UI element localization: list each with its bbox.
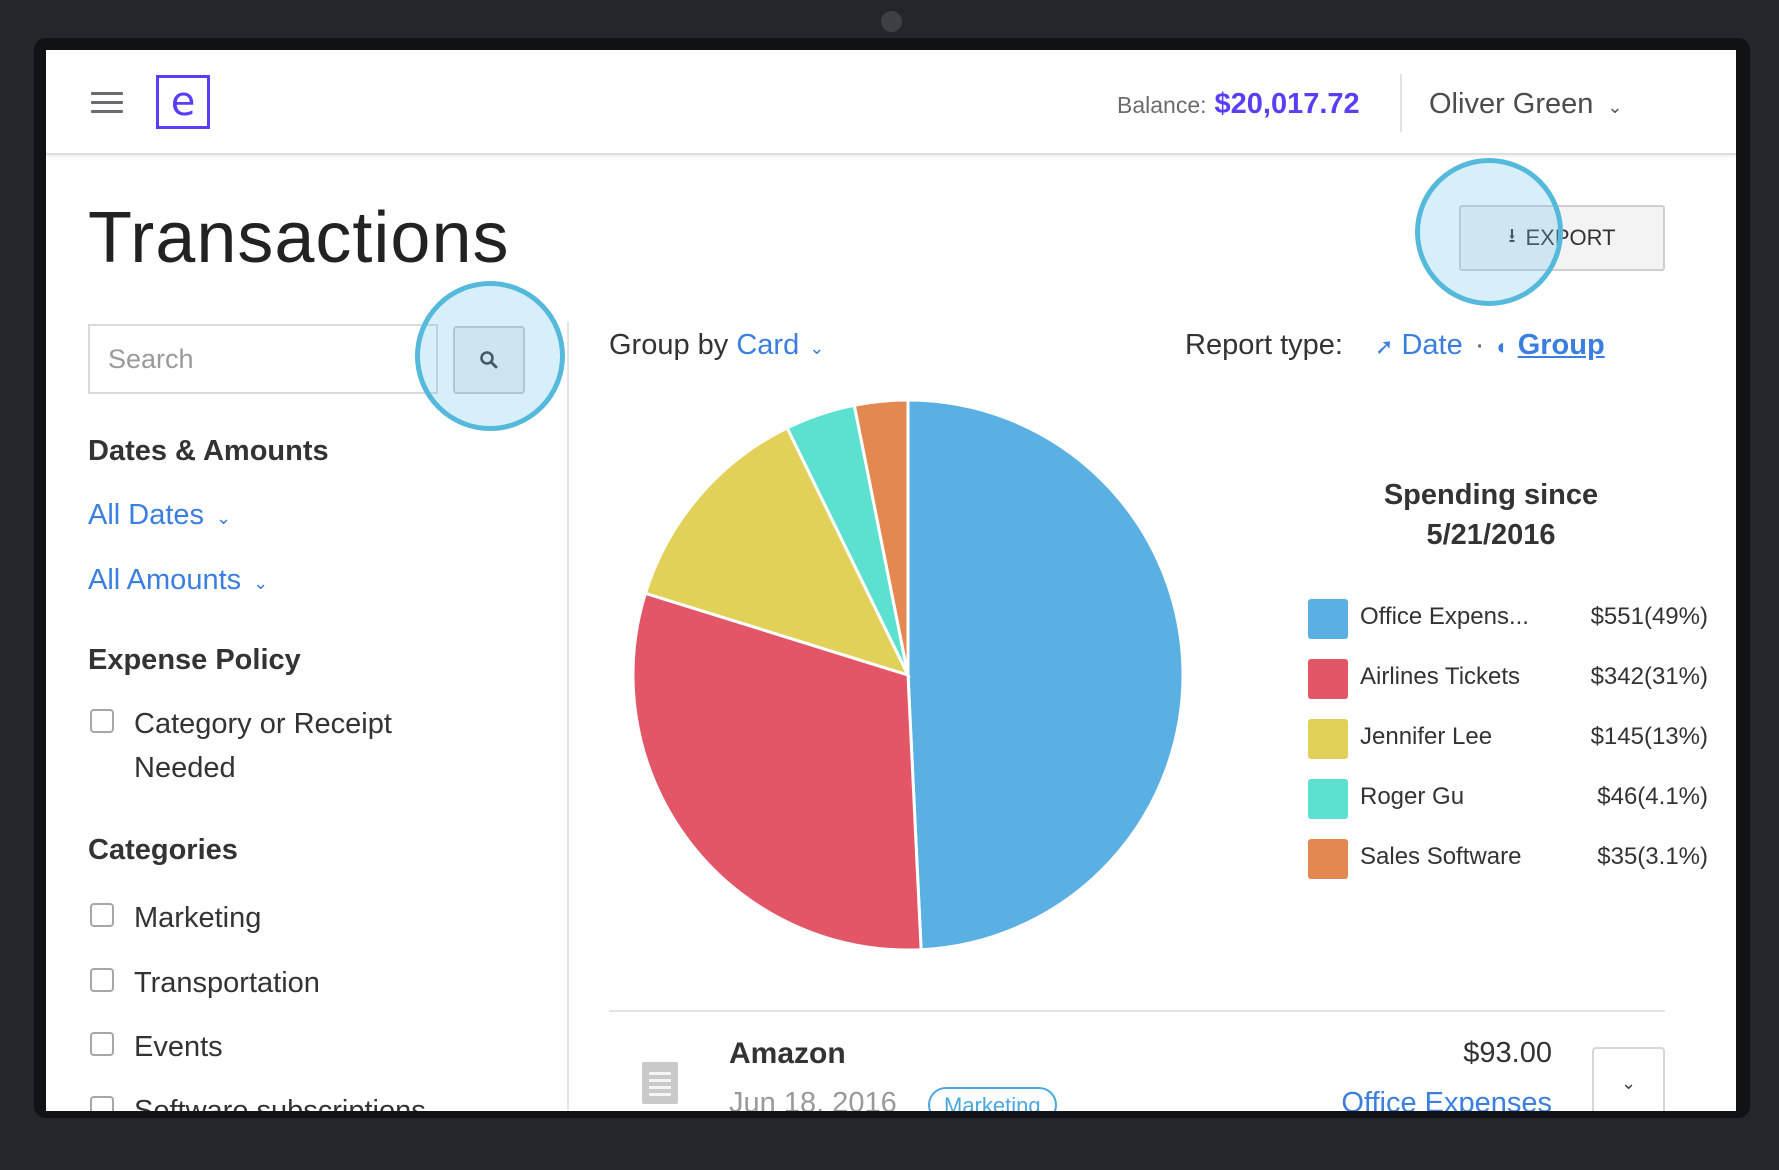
category-checkbox-marketing[interactable]: Marketing [90, 896, 261, 940]
all-dates-dropdown[interactable]: All Dates ⌄ [88, 499, 231, 532]
chevron-down-icon: ⌄ [1607, 97, 1623, 117]
header-divider [1400, 74, 1402, 132]
legend-item[interactable]: Roger Gu $46(4.1%) [1308, 777, 1708, 837]
user-menu[interactable]: Oliver Green ⌄ [1429, 88, 1622, 121]
expense-policy-heading: Expense Policy [88, 644, 301, 676]
chevron-down-icon: ⌄ [1620, 1073, 1637, 1093]
transaction-amount: $93.00 [1463, 1037, 1552, 1069]
legend-label: Sales Software [1360, 843, 1522, 870]
webcam [881, 11, 902, 32]
app-screen: e Balance: $20,017.72 Oliver Green ⌄ Trans… [46, 50, 1736, 1111]
category-checkbox-events[interactable]: Events [90, 1025, 223, 1069]
list-divider [609, 1010, 1665, 1012]
legend-item[interactable]: Airlines Tickets $342(31%) [1308, 657, 1708, 717]
group-by-control: Group by Card ⌄ [609, 329, 824, 362]
pie-slice[interactable] [643, 425, 911, 678]
legend-value: $551(49%) [1590, 603, 1708, 630]
category-label: Marketing [134, 902, 262, 934]
legend-label: Jennifer Lee [1360, 723, 1493, 750]
legend-item[interactable]: Office Expens... $551(49%) [1308, 597, 1708, 657]
chevron-down-icon: ⌄ [253, 573, 269, 593]
legend-label: Airlines Tickets [1360, 663, 1521, 690]
search-icon [480, 351, 498, 369]
category-label: Software subscriptions [134, 1095, 426, 1111]
legend-item[interactable]: Jennifer Lee $145(13%) [1308, 717, 1708, 777]
categories-heading: Categories [88, 834, 238, 866]
checkbox[interactable] [90, 968, 114, 992]
transaction-tag[interactable]: Marketing [928, 1087, 1057, 1111]
category-checkbox-software[interactable]: Software subscriptions [90, 1089, 426, 1111]
export-button[interactable]: ⭳ EXPORT [1459, 205, 1665, 271]
app-logo[interactable]: e [156, 75, 210, 129]
legend-value: $35(3.1%) [1597, 843, 1708, 870]
chevron-down-icon: ⌄ [216, 508, 232, 528]
legend-title: Spending since 5/21/2016 [1383, 479, 1599, 551]
all-amounts-label: All Amounts [88, 564, 242, 596]
top-bar: e Balance: $20,017.72 Oliver Green ⌄ [46, 50, 1736, 155]
category-checkbox-transportation[interactable]: Transportation [90, 961, 320, 1005]
legend-label: Roger Gu [1360, 783, 1465, 810]
report-type-date[interactable]: ➚ Date [1375, 329, 1463, 361]
checkbox[interactable] [90, 1032, 114, 1056]
search-input[interactable] [88, 324, 438, 394]
all-dates-label: All Dates [88, 499, 205, 531]
balance: Balance: $20,017.72 [1117, 88, 1360, 121]
report-type-control: Report type: ➚ Date · ◐ Group [1185, 329, 1605, 362]
menu-icon[interactable] [91, 92, 123, 116]
checkbox[interactable] [90, 709, 114, 733]
legend-swatch [1308, 599, 1348, 639]
page-title: Transactions [88, 198, 510, 278]
policy-checkbox-row[interactable]: Category or Receipt Needed [90, 702, 394, 790]
separator-dot: · [1474, 329, 1485, 361]
legend-label: Office Expens... [1360, 603, 1529, 630]
chart-legend: Office Expens... $551(49%) Airlines Ticket… [1308, 597, 1708, 897]
receipt-icon [642, 1062, 678, 1104]
checkbox[interactable] [90, 1096, 114, 1111]
trend-line-icon: ➚ [1375, 334, 1394, 359]
category-label: Transportation [134, 967, 320, 999]
legend-value: $46(4.1%) [1597, 783, 1708, 810]
pie-slice[interactable] [852, 398, 910, 676]
user-name: Oliver Green [1429, 88, 1594, 120]
export-label: EXPORT [1525, 225, 1616, 250]
pie-slice[interactable] [631, 591, 923, 952]
legend-swatch [1308, 659, 1348, 699]
expand-transaction-button[interactable]: ⌄ [1592, 1047, 1665, 1111]
legend-value: $342(31%) [1590, 663, 1708, 690]
spending-pie-chart [631, 398, 1185, 952]
sidebar-divider [567, 322, 569, 1111]
transaction-date: Jun 18, 2016 [729, 1087, 897, 1111]
date-option-label: Date [1401, 329, 1463, 361]
group-by-label: Group by [609, 329, 729, 361]
checkbox[interactable] [90, 903, 114, 927]
pie-chart-icon: ◐ [1496, 334, 1510, 359]
report-type-group[interactable]: Group [1517, 329, 1605, 361]
balance-label: Balance: [1117, 92, 1207, 118]
pie-slice[interactable] [906, 398, 1185, 952]
report-type-label: Report type: [1185, 329, 1343, 361]
chevron-down-icon: ⌄ [809, 338, 825, 358]
legend-swatch [1308, 779, 1348, 819]
legend-item[interactable]: Sales Software $35(3.1%) [1308, 837, 1708, 897]
transaction-merchant: Amazon [729, 1037, 846, 1070]
category-label: Events [134, 1031, 223, 1063]
download-icon: ⭳ [1508, 225, 1516, 247]
legend-value: $145(13%) [1590, 723, 1708, 750]
legend-swatch [1308, 719, 1348, 759]
dates-amounts-heading: Dates & Amounts [88, 435, 329, 467]
search-button[interactable] [453, 326, 525, 394]
group-by-dropdown[interactable]: Card [736, 329, 800, 361]
legend-swatch [1308, 839, 1348, 879]
all-amounts-dropdown[interactable]: All Amounts ⌄ [88, 564, 268, 597]
balance-value: $20,017.72 [1214, 88, 1360, 120]
transaction-category-link[interactable]: Office Expenses [1341, 1087, 1552, 1111]
policy-option-label: Category or Receipt Needed [134, 708, 392, 784]
